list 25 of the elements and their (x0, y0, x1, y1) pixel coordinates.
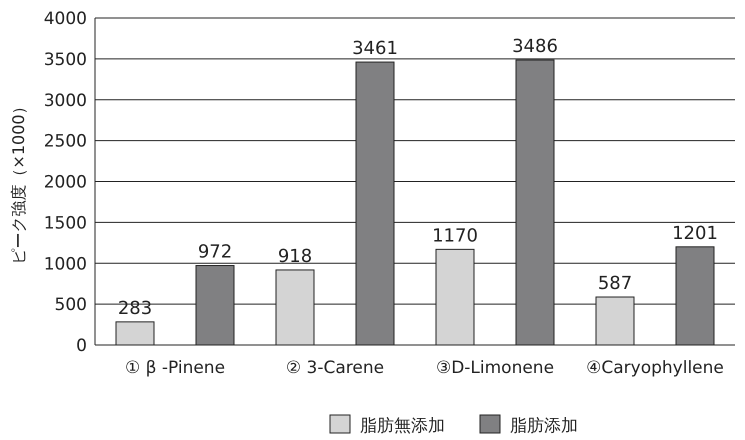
y-tick-label: 1500 (44, 213, 87, 234)
legend-label: 脂肪添加 (510, 416, 578, 436)
y-tick-label: 4000 (44, 9, 87, 29)
x-tick-label: ① β -Pinene (124, 358, 226, 378)
y-tick-label: 0 (76, 336, 87, 356)
data-label: 972 (198, 242, 232, 263)
data-label: 918 (278, 246, 312, 267)
data-label: 3461 (352, 38, 398, 60)
y-tick-label: 500 (54, 295, 87, 316)
y-tick-label: 1000 (44, 254, 87, 274)
x-tick-label: ③D-Limonene (436, 358, 554, 378)
data-label: 1201 (672, 222, 718, 244)
data-label: 587 (598, 273, 632, 294)
y-axis-title: ピーク強度（×1000） (9, 98, 28, 265)
y-tick-label: 2000 (44, 172, 87, 192)
y-tick-label: 3000 (44, 90, 87, 111)
legend-label: 脂肪無添加 (360, 416, 445, 436)
bar (116, 321, 154, 346)
x-tick-label: ② 3-Carene (286, 358, 384, 378)
data-label: 3486 (512, 36, 558, 58)
data-label: 1170 (432, 225, 478, 246)
y-tick-label: 2500 (44, 132, 87, 152)
x-tick-label: ④Caryophyllene (586, 358, 724, 378)
y-tick-label: 3500 (44, 50, 87, 70)
data-label: 283 (118, 298, 152, 319)
